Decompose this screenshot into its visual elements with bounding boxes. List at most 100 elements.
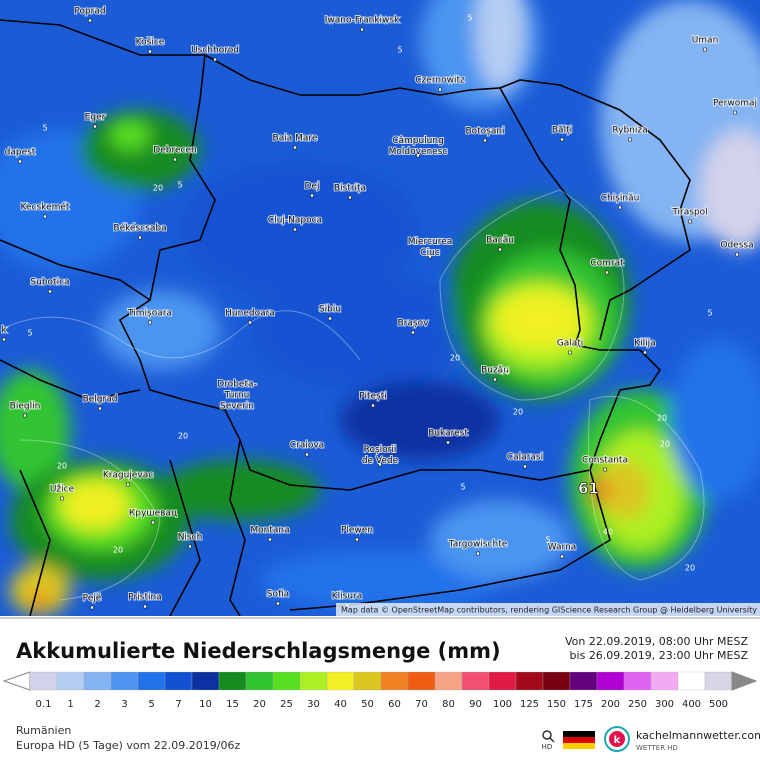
hd-label: HD: [542, 743, 553, 751]
colorbar-label: 60: [388, 699, 401, 710]
legend-title: Akkumulierte Niederschlagsmenge (mm): [16, 639, 501, 663]
site-sub: WETTER HD: [636, 744, 678, 752]
city-dot: [305, 452, 309, 457]
city: Pristina: [127, 592, 163, 609]
city-dot: [23, 413, 27, 418]
city-label: Belgrad: [83, 395, 118, 405]
contour-label: 20: [450, 354, 460, 363]
contour-label: 5: [27, 329, 32, 338]
city-dot: [235, 402, 239, 407]
colorbar-label: 400: [682, 699, 701, 710]
colorbar-swatch: [596, 671, 625, 691]
city-dot: [148, 49, 152, 54]
city-label: Užice: [50, 485, 75, 495]
city-dot: [476, 551, 480, 556]
city-dot: [173, 157, 177, 162]
city-label: Moldovenesc: [389, 147, 448, 157]
colorbar-label: 50: [361, 699, 374, 710]
city-label: Hunedoara: [225, 309, 275, 319]
period-from: Von 22.09.2019, 08:00 Uhr MESZ: [565, 635, 749, 648]
colorbar-swatch: [488, 671, 517, 691]
colorbar-arrow-low: [2, 671, 31, 691]
city-label: Pitești: [359, 392, 387, 402]
city-label: Craiova: [290, 441, 324, 451]
contours: [0, 189, 705, 601]
colorbar-swatch: [650, 671, 679, 691]
attribution-bg: [336, 603, 760, 616]
colorbar-label: 80: [442, 699, 455, 710]
city-label: Montana: [250, 526, 289, 536]
city: Montana: [249, 525, 291, 542]
city: Calarasi: [506, 452, 544, 469]
colorbar-swatch: [218, 671, 247, 691]
colorbar-swatch: [434, 671, 463, 691]
city-label: Békéscsaba: [113, 223, 166, 234]
region: Rumänien: [16, 724, 71, 737]
logo[interactable]: k: [604, 726, 630, 752]
city-label: Klisura: [332, 592, 363, 602]
site[interactable]: kachelmannwetter.com: [636, 729, 760, 742]
city: Subotica: [29, 277, 71, 294]
city-label: Drobeta-: [217, 380, 256, 390]
city-dot: [735, 252, 739, 257]
colorbar-swatch: [164, 671, 193, 691]
city: Comrat: [589, 258, 625, 275]
contour-label: 20: [685, 564, 695, 573]
contour-label: 20: [660, 440, 670, 449]
city: Czernowitz: [414, 75, 466, 92]
colorbar-label: 125: [520, 699, 539, 710]
city: Košice: [135, 36, 166, 54]
colorbar-label: 5: [148, 699, 154, 710]
colorbar-label: 20: [253, 699, 266, 710]
colorbar-swatch: [623, 671, 652, 691]
city: Debrecen: [152, 145, 198, 162]
city: Odessa: [719, 240, 755, 257]
city-label: Sibiu: [319, 305, 341, 315]
contour-label: 5: [545, 536, 550, 545]
city-label: Roșiorii: [364, 445, 397, 455]
city-dot: [93, 124, 97, 129]
city-dot: [148, 320, 152, 325]
contour-label: 20: [657, 414, 667, 423]
colorbar-label: 250: [628, 699, 647, 710]
city: Kecskemét: [20, 201, 71, 219]
colorbar: 0.1 1 2 3 5 7 10 15 20 25 30 40 50 60 70 80 90 100 125 150 1…: [2, 671, 758, 710]
city-label: Tiraspol: [671, 208, 707, 218]
colorbar-label: 70: [415, 699, 428, 710]
search-icon[interactable]: HD: [542, 730, 555, 751]
contour-label: 5: [42, 124, 47, 133]
contour-label: 20: [500, 368, 510, 377]
city: Chișinău: [600, 193, 640, 210]
colorbar-swatch: [461, 671, 490, 691]
city-label: Perwomaj: [713, 99, 757, 109]
city-dot: [360, 27, 364, 32]
city-label: Ciuc: [420, 248, 439, 258]
city: Hunedoara: [224, 308, 276, 325]
city-label: Chișinău: [601, 194, 640, 204]
city-label: Targowischte: [448, 540, 508, 550]
city-dot: [2, 337, 6, 342]
city-dot: [438, 87, 442, 92]
city-dot: [498, 247, 502, 252]
city: Sibiu: [318, 304, 342, 321]
contour-label: 20: [153, 184, 163, 193]
colorbar-swatch: [353, 671, 382, 691]
city-dot: [310, 193, 314, 198]
city: Dej: [304, 181, 320, 198]
city: dapest: [4, 147, 37, 164]
city-dot: [643, 350, 647, 355]
contour-label: 40: [603, 528, 613, 537]
colorbar-swatch: [110, 671, 139, 691]
city: Poprad: [73, 6, 107, 23]
city: Galați: [556, 338, 584, 355]
city-label: Warna: [548, 543, 577, 553]
colorbar-label: 3: [121, 699, 127, 710]
city-dot: [605, 270, 609, 275]
colorbar-label: 25: [280, 699, 293, 710]
city-dot: [378, 462, 382, 467]
city-dot: [355, 537, 359, 542]
city-label: Debrecen: [153, 146, 196, 156]
city: Perwomaj: [712, 98, 758, 115]
city-dot: [268, 537, 272, 542]
